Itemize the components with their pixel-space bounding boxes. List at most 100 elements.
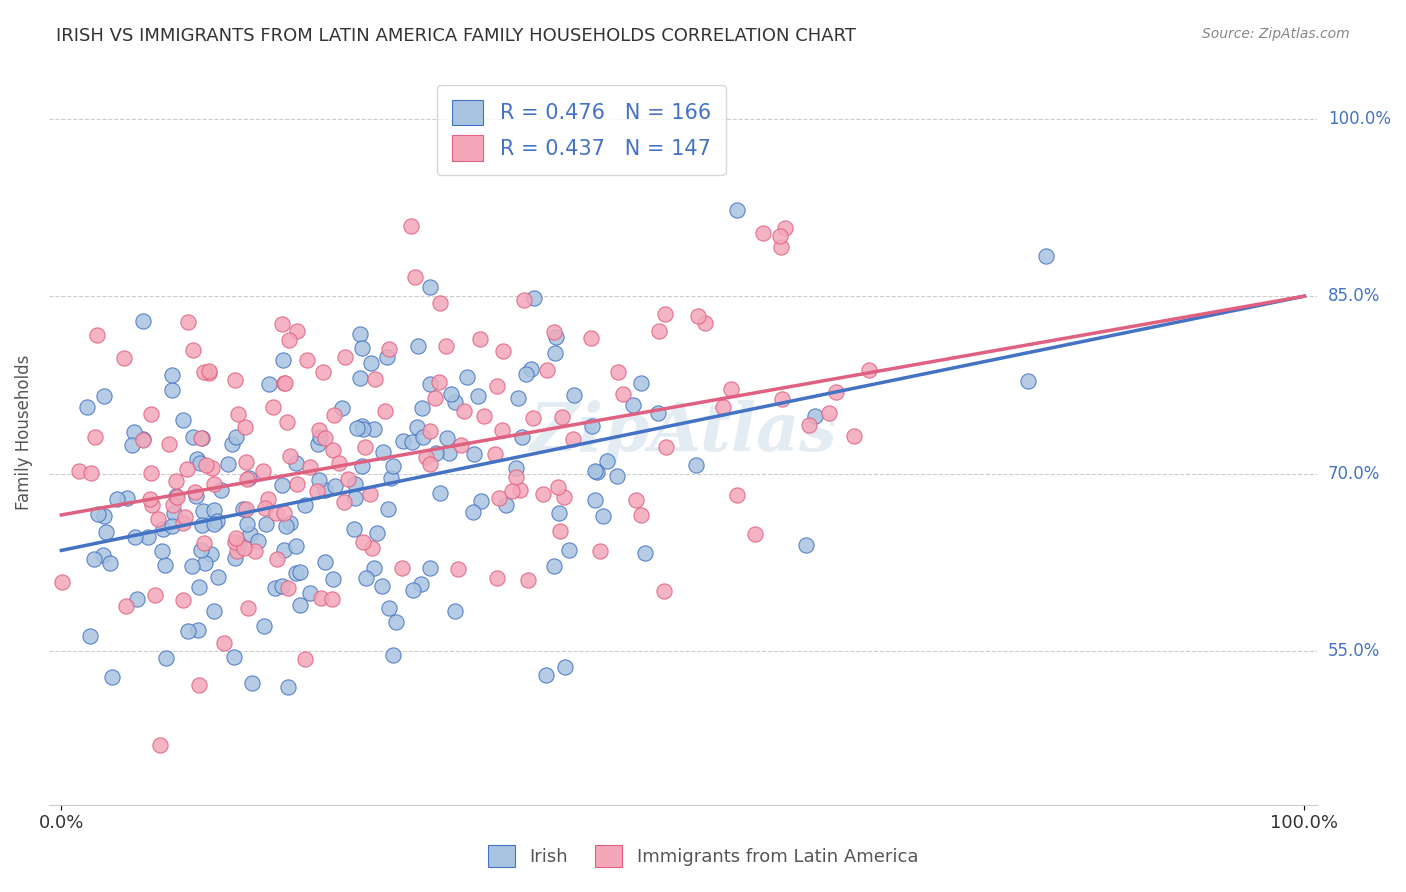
Text: 100.0%: 100.0% [1329,110,1391,128]
Irish [202,604,225,618]
Irish [180,559,202,574]
Irish [91,548,114,562]
Irish [239,527,262,541]
Immigrants from Latin America [309,591,332,605]
Irish [349,371,371,385]
Immigrants from Latin America [484,447,506,461]
Irish [352,458,374,473]
Immigrants from Latin America [363,372,385,386]
Irish [725,202,748,217]
Irish [363,422,385,436]
Irish [122,425,145,440]
Irish [544,330,567,344]
Immigrants from Latin America [295,353,318,368]
Irish [439,445,461,459]
Text: 55.0%: 55.0% [1329,642,1381,660]
Irish [288,598,311,612]
Irish [436,431,458,445]
Immigrants from Latin America [236,600,259,615]
Irish [506,391,529,405]
Immigrants from Latin America [517,573,540,587]
Immigrants from Latin America [579,331,602,345]
Irish [685,458,707,473]
Immigrants from Latin America [361,541,384,555]
Irish [544,346,567,360]
Immigrants from Latin America [505,470,527,484]
Irish [190,517,212,532]
Irish [409,576,432,591]
Irish [382,648,405,662]
Irish [290,566,312,580]
Irish [411,401,433,415]
Irish [177,624,200,638]
Irish [419,377,441,392]
Immigrants from Latin America [548,524,571,539]
Irish [343,522,366,536]
Irish [630,376,652,390]
Irish [581,418,603,433]
Immigrants from Latin America [176,462,198,476]
Irish [495,498,517,512]
Immigrants from Latin America [224,535,246,549]
Immigrants from Latin America [132,433,155,447]
Immigrants from Latin America [228,408,250,422]
Irish [217,457,239,471]
Immigrants from Latin America [654,307,676,321]
Irish [322,572,344,586]
Immigrants from Latin America [285,324,308,338]
Irish [360,356,382,370]
Irish [94,524,117,539]
Immigrants from Latin America [561,432,583,446]
Irish [314,483,336,498]
Text: ZipAtlas: ZipAtlas [529,400,837,465]
Irish [308,473,330,487]
Immigrants from Latin America [423,391,446,405]
Immigrants from Latin America [184,484,207,499]
Irish [101,670,124,684]
Immigrants from Latin America [266,551,288,566]
Immigrants from Latin America [725,488,748,502]
Immigrants from Latin America [214,635,236,649]
Irish [585,465,607,479]
Irish [463,447,485,461]
Immigrants from Latin America [141,407,163,421]
Immigrants from Latin America [166,490,188,504]
Immigrants from Latin America [522,410,544,425]
Immigrants from Latin America [769,229,792,244]
Irish [257,377,280,392]
Immigrants from Latin America [799,418,821,433]
Immigrants from Latin America [630,508,652,522]
Immigrants from Latin America [553,490,575,504]
Immigrants from Latin America [149,738,172,752]
Irish [253,618,276,632]
Irish [160,519,183,533]
Immigrants from Latin America [655,441,678,455]
Irish [349,326,371,341]
Irish [121,437,143,451]
Irish [314,555,336,569]
Irish [534,667,557,681]
Immigrants from Latin America [172,593,194,607]
Irish [515,367,537,381]
Immigrants from Latin America [752,226,775,240]
Irish [794,538,817,552]
Immigrants from Latin America [201,460,224,475]
Immigrants from Latin America [333,495,356,509]
Irish [98,556,121,570]
Irish [132,313,155,327]
Irish [456,370,478,384]
Immigrants from Latin America [115,599,138,614]
Immigrants from Latin America [225,531,247,545]
Irish [202,503,225,517]
Immigrants from Latin America [453,404,475,418]
Immigrants from Latin America [51,575,73,590]
Immigrants from Latin America [488,491,510,506]
Irish [136,530,159,544]
Irish [377,350,399,364]
Immigrants from Latin America [193,365,215,379]
Immigrants from Latin America [276,415,298,429]
Immigrants from Latin America [491,423,513,437]
Immigrants from Latin America [264,506,287,520]
Irish [470,494,492,508]
Irish [548,506,571,520]
